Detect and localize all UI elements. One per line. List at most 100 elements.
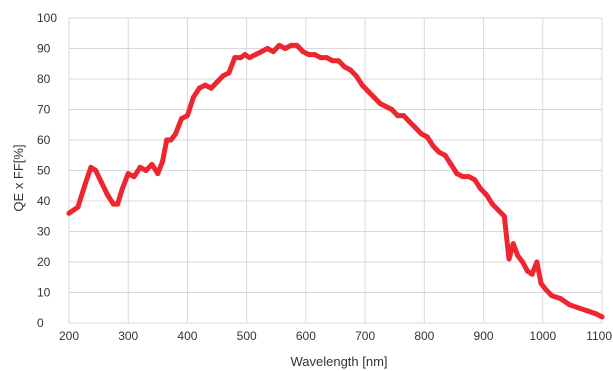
x-tick-label: 800 [414,329,434,343]
data-point [264,46,270,51]
data-point [538,280,544,286]
data-point [119,186,125,192]
data-point [125,171,131,177]
data-point [489,201,495,207]
data-point [454,171,460,177]
x-tick-labels: 200 300 400 500 600 700 800 900 1000 1100 [59,329,612,343]
data-point [75,204,81,210]
data-point [88,164,94,170]
data-point [93,168,99,173]
x-tick-label: 200 [59,329,79,343]
y-axis-label: QE x FF[%] [11,144,26,211]
data-point [472,177,478,183]
data-point [306,52,312,58]
y-tick-label: 20 [37,255,51,269]
y-tick-label: 60 [37,133,51,147]
data-point [220,73,226,79]
data-point [164,137,170,143]
data-point [395,113,401,119]
data-point [347,67,353,73]
data-point [253,52,258,58]
data-point [534,259,540,265]
data-point [242,52,248,58]
data-point [371,94,377,100]
y-tick-label: 30 [37,225,51,239]
x-tick-label: 300 [118,329,138,343]
data-point [336,58,341,64]
x-axis-label: Wavelength [nm] [290,354,387,369]
y-tick-label: 100 [37,11,57,25]
data-point [506,256,512,262]
data-point [377,100,383,106]
data-point [330,58,335,64]
y-tick-label: 70 [37,103,51,117]
data-point [288,42,294,48]
data-point [383,104,389,109]
data-point [448,161,454,167]
data-point [478,186,484,192]
data-point [202,82,208,88]
y-tick-labels: 0 10 20 30 40 50 60 70 80 90 100 [37,11,57,330]
data-point [160,158,166,164]
data-point [300,49,306,55]
data-point [66,210,72,216]
x-tick-label: 400 [177,329,197,343]
data-point [226,70,232,76]
data-point [353,73,359,79]
data-point [276,42,282,48]
y-tick-label: 80 [37,72,51,86]
y-tick-label: 10 [37,286,51,300]
data-point [543,286,549,292]
y-tick-label: 90 [37,42,51,56]
x-tick-label: 700 [355,329,375,343]
data-point [318,55,324,61]
data-point [484,192,489,198]
data-point [312,52,318,58]
data-point [501,213,507,219]
data-point [214,79,220,85]
data-point [524,268,530,274]
data-point [294,42,300,48]
data-point [389,107,395,112]
x-tick-label: 900 [474,329,494,343]
y-tick-label: 40 [37,194,51,208]
data-point [436,149,442,155]
data-point [196,85,202,91]
data-point [341,64,347,70]
data-point [173,131,179,137]
data-point [99,180,105,186]
data-point [365,88,371,94]
data-point [282,46,288,51]
data-point [131,174,137,180]
data-point [155,171,161,177]
data-point [424,134,430,140]
data-point [515,253,521,259]
data-point [593,311,599,317]
data-point [359,82,365,88]
data-point [270,49,276,55]
data-point [110,201,116,207]
data-point [466,174,472,180]
data-point [549,293,555,299]
data-point [137,164,143,170]
data-point [442,152,448,158]
data-point [566,302,572,308]
data-points [66,42,605,320]
data-point [510,241,516,247]
data-point [184,113,190,119]
data-point [529,271,535,277]
x-tick-label: 1100 [586,329,612,343]
data-point [558,296,563,302]
data-point [418,131,424,137]
data-point [584,308,590,314]
data-point [83,180,89,186]
data-point [412,125,418,131]
data-point [105,192,110,198]
y-tick-label: 0 [37,316,44,330]
x-tick-label: 500 [237,329,257,343]
data-point [238,55,244,61]
data-point [575,305,581,311]
data-point [430,143,436,149]
data-point [168,137,174,143]
